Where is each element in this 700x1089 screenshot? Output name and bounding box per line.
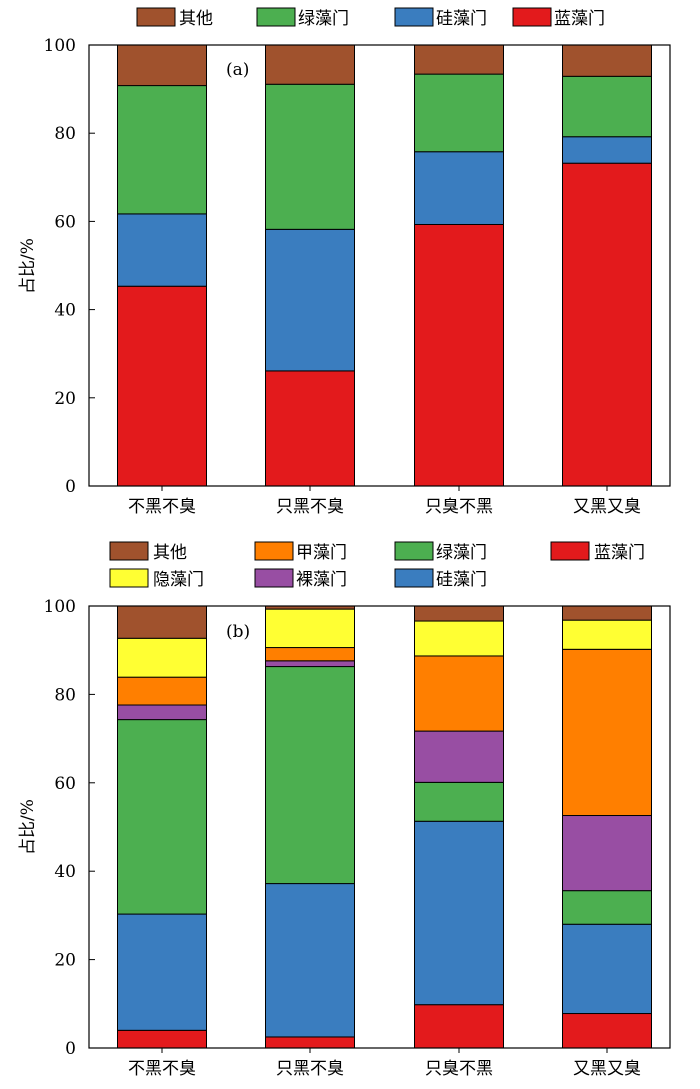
bar-segment [562,1013,652,1049]
panel-label: (a) [226,60,249,80]
bar-segment [562,136,652,164]
legend-label: 裸藻门 [296,570,347,590]
bar-segment [265,660,355,668]
legend-swatch [109,541,149,561]
bar-segment [117,719,207,915]
bar-segment [562,619,652,650]
y-tick-label: 80 [54,124,76,144]
legend-label: 蓝藻门 [594,543,645,563]
y-tick-label: 80 [54,685,76,705]
legend-swatch [394,541,434,561]
bar-segment [265,1036,355,1049]
y-tick-label: 40 [54,862,76,882]
y-axis-label: 占比/% [18,238,38,294]
category-label: 又黑又臭 [573,1059,641,1079]
bar-segment [265,228,355,372]
bar-segment [414,1004,504,1049]
legend-swatch [394,568,434,588]
category-label: 只臭不黑 [425,497,493,517]
bar-segment [265,608,355,649]
bar-segment [117,704,207,721]
bar-segment [265,666,355,885]
legend-swatch [254,541,294,561]
legend-label: 其他 [179,9,213,29]
y-tick-label: 60 [54,774,76,794]
legend-label: 绿藻门 [298,9,349,29]
bar-segment [265,370,355,487]
bar-segment [562,605,652,621]
plot-frame [88,44,671,487]
legend-swatch [512,7,552,27]
bar-segment [265,83,355,230]
chart-panel-a: 不黑不臭 只黑不臭 只臭不黑 又黑又臭 0 20 40 60 80 100 占比/% (a) 其他 绿藻门… [18,7,671,517]
bar-segment [562,648,652,817]
legend-label: 其他 [153,543,187,563]
bar-segment [117,637,207,678]
category-label: 不黑不臭 [128,497,196,517]
category-label: 只黑不臭 [276,497,344,517]
category-label: 又黑又臭 [573,497,641,517]
bar-segment [562,815,652,892]
bar-segment [117,213,207,287]
bar-segment [414,223,504,487]
bar-segment [117,913,207,1031]
bar-segment [117,605,207,639]
y-tick-label: 100 [44,36,76,56]
plot-frame [88,605,671,1049]
bar-segment [117,1029,207,1049]
bar-segment [414,605,504,622]
y-tick-label: 20 [54,951,76,971]
bar-segment [265,44,355,85]
legend-label: 蓝藻门 [554,9,605,29]
y-tick-label: 20 [54,389,76,409]
chart-panel-b: 不黑不臭 只黑不臭 只臭不黑 又黑又臭 0 20 40 60 80 100 占比/% (b) 其他 甲藻门… [18,541,671,1079]
bar-segment [117,285,207,487]
category-label: 只臭不黑 [425,1059,493,1079]
bar-segment [562,75,652,138]
bar-segment [414,781,504,822]
y-tick-label: 60 [54,212,76,232]
legend-swatch [256,7,296,27]
bar-segment [414,73,504,153]
bar-segment [117,44,207,87]
legend-label: 绿藻门 [436,543,487,563]
bar-segment [265,647,355,662]
y-axis-label: 占比/% [18,799,38,855]
bar-segment [414,620,504,657]
legend-label: 隐藻门 [153,570,204,590]
bar-segment [414,730,504,783]
legend-swatch [394,7,434,27]
category-label: 不黑不臭 [128,1059,196,1079]
legend-label: 甲藻门 [296,543,347,563]
bar-segment [117,85,207,215]
bar-segment [562,44,652,77]
y-tick-label: 40 [54,301,76,321]
legend-label: 硅藻门 [436,9,487,29]
legend-label: 硅藻门 [436,570,487,590]
bar-segment [562,923,652,1015]
bar-segment [414,820,504,1006]
y-tick-label: 100 [44,597,76,617]
bar-segment [562,162,652,487]
bar-segment [414,655,504,732]
bar-segment [117,676,207,706]
legend-swatch [254,568,294,588]
legend-swatch [109,568,149,588]
bar-segment [265,883,355,1038]
legend-swatch [136,7,176,27]
y-tick-label: 0 [65,1039,76,1059]
bar-segment [414,151,504,225]
y-tick-label: 0 [65,477,76,497]
legend-swatch [550,541,590,561]
panel-label: (b) [226,622,250,642]
bar-segment [562,890,652,925]
category-label: 只黑不臭 [276,1059,344,1079]
bar-segment [414,44,504,75]
